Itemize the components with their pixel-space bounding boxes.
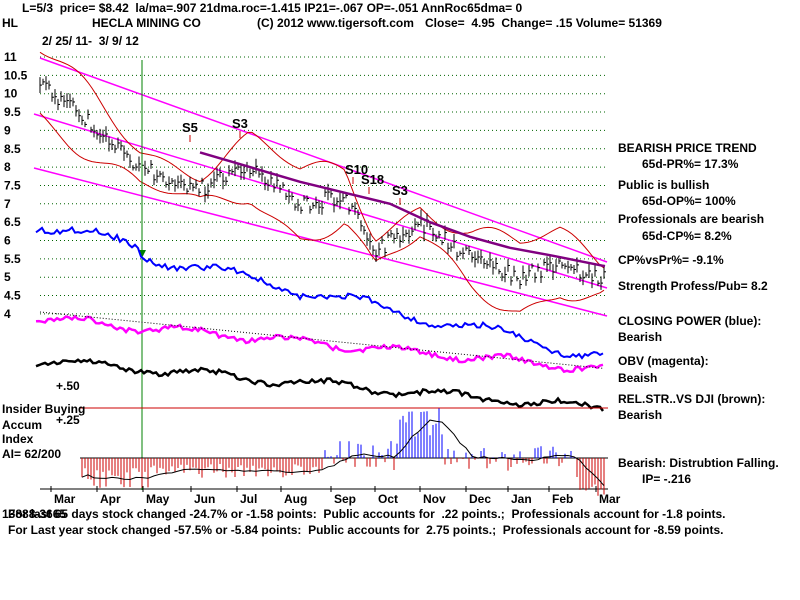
- moving-average: [199, 151, 606, 268]
- obv-line: [35, 314, 604, 374]
- month-label: Dec: [469, 492, 491, 506]
- trend-label: BEARISH PRICE TREND: [618, 141, 757, 155]
- indicator-label-25: +.25: [56, 413, 80, 427]
- upper-band: [39, 51, 605, 269]
- month-label: Apr: [100, 492, 121, 506]
- price-tick-label: 10.5: [4, 68, 28, 82]
- ip-value: IP= -.216: [642, 472, 692, 486]
- channel-lower: [33, 167, 608, 317]
- accum-ma-line: [81, 419, 605, 487]
- month-label: Aug: [284, 492, 307, 506]
- relstr-line: [35, 357, 605, 412]
- professionals-label: Professionals are bearish: [618, 212, 765, 226]
- channel-upper: [39, 57, 608, 263]
- month-label: Jan: [511, 492, 532, 506]
- signal-label: S3: [232, 116, 248, 131]
- closing-power-line: [35, 225, 604, 360]
- price-tick-label: 8: [4, 160, 11, 174]
- closing-power-label: CLOSING POWER (blue):: [618, 314, 762, 328]
- signal-label: S5: [182, 120, 198, 135]
- month-label: Nov: [423, 492, 446, 506]
- price-tick-label: 9: [4, 123, 11, 137]
- lower-band: [39, 112, 605, 312]
- copyright-text: (C) 2012 www.tigersoft.com: [257, 16, 414, 30]
- month-label: Sep: [334, 492, 356, 506]
- price-tick-label: 7.5: [4, 178, 21, 192]
- relstr-value: Bearish: [618, 408, 663, 422]
- signal-label: S3: [392, 183, 408, 198]
- price-tick-label: 9.5: [4, 105, 21, 119]
- relstr-label: REL.STR..VS DJI (brown):: [618, 392, 766, 406]
- price-tick-label: 7: [4, 197, 11, 211]
- date-range: 2/ 25/ 11- 3/ 9/ 12: [42, 34, 139, 48]
- cp-value: 65d-CP%= 8.2%: [642, 229, 732, 243]
- month-label: Feb: [552, 492, 573, 506]
- price-tick-label: 6.5: [4, 215, 21, 229]
- ai-value: AI= 62/200: [2, 447, 62, 461]
- channel-mid: [33, 113, 608, 289]
- price-tick-label: 5.5: [4, 252, 21, 266]
- cpvspr-value: CP%vsPr%= -9.1%: [618, 253, 724, 267]
- distribution-label: Bearish: Distrubtion Falling.: [618, 456, 779, 470]
- month-label: Mar: [599, 492, 621, 506]
- month-label: Mar: [54, 492, 76, 506]
- price-tick-label: 6: [4, 234, 11, 248]
- public-label: Public is bullish: [618, 178, 710, 192]
- price-tick-label: 10: [4, 87, 18, 101]
- ticker-label: HL: [2, 16, 18, 30]
- overlap-text: 13888-3665: [2, 507, 67, 521]
- header-stats: L=5/3 price= $8.42 la/ma=.907 21dma.roc=…: [22, 1, 523, 15]
- price-tick-label: 8.5: [4, 142, 21, 156]
- obv-label: OBV (magenta):: [618, 354, 709, 368]
- strength-value: Strength Profess/Pub= 8.2: [618, 279, 768, 293]
- indicator-label-50: +.50: [56, 379, 80, 393]
- op-value: 65d-OP%= 100%: [642, 194, 736, 208]
- insider-buying-label: Insider Buying: [2, 402, 86, 416]
- month-label: Jun: [194, 492, 215, 506]
- company-name: HECLA MINING CO: [92, 16, 201, 30]
- pr-value: 65d-PR%= 17.3%: [642, 157, 739, 171]
- signal-label: S18: [361, 172, 384, 187]
- month-label: May: [146, 492, 170, 506]
- index-label: Index: [2, 432, 34, 446]
- closing-power-value: Bearish: [618, 330, 663, 344]
- footer-line-year: For Last year stock changed -57.5% or -5…: [8, 523, 724, 537]
- footer-line-65d: For last 65 days stock changed -24.7% or…: [8, 507, 726, 521]
- price-tick-label: 4: [4, 307, 11, 321]
- month-label: Jul: [240, 492, 257, 506]
- price-tick-label: 11: [4, 50, 17, 64]
- signal-label: S10: [345, 162, 368, 177]
- close-change-volume: Close= 4.95 Change= .15 Volume= 51369: [425, 16, 662, 30]
- month-label: Oct: [378, 492, 398, 506]
- price-tick-label: 5: [4, 270, 11, 284]
- price-tick-label: 4.5: [4, 289, 21, 303]
- obv-value: Beaish: [618, 371, 658, 385]
- accum-label: Accum: [2, 418, 43, 432]
